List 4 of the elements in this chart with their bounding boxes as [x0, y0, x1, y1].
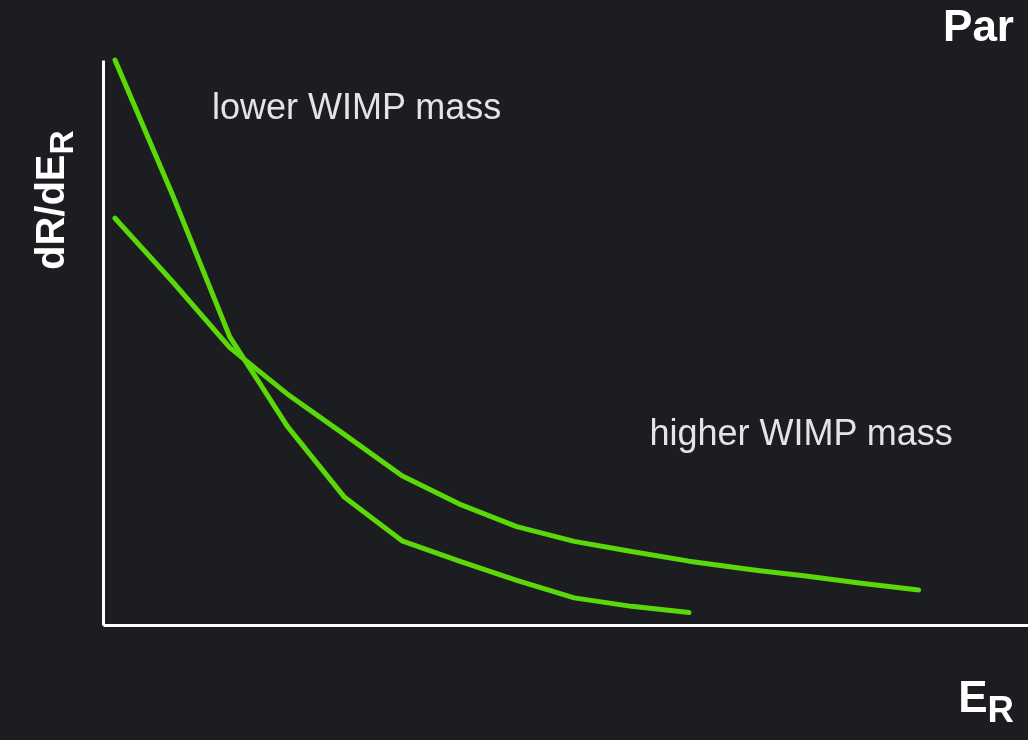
x-axis-title: E$_{R}$: [958, 672, 1014, 731]
text: higher WIMP mass: [649, 412, 953, 454]
series-label: lower WIMP mass: [212, 86, 502, 127]
chart-title: Par: [943, 1, 1014, 51]
